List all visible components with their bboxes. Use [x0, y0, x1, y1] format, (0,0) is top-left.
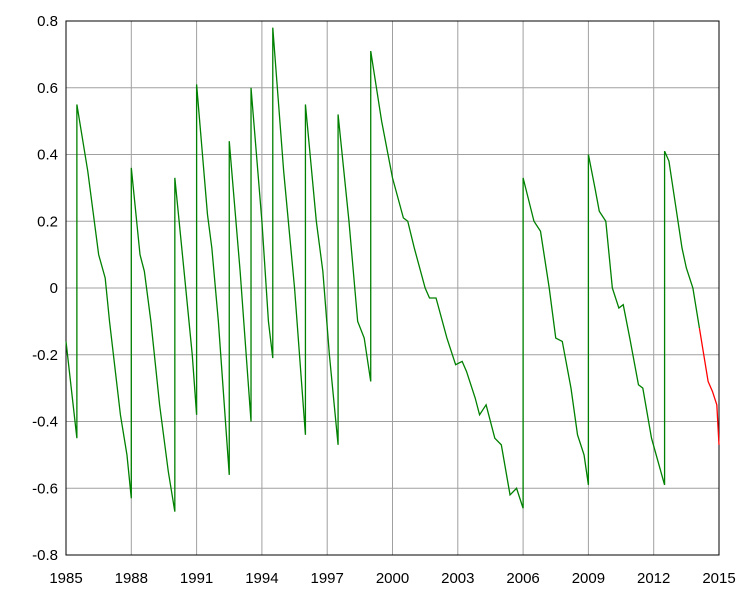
line-series [65, 27, 701, 512]
y-tick-label: 0 [50, 280, 58, 297]
x-tick-label: 2012 [637, 570, 670, 587]
x-tick-label: 1988 [115, 570, 148, 587]
y-tick-label: -0.2 [32, 347, 58, 364]
x-tick-label: 2009 [572, 570, 605, 587]
y-tick-label: -0.4 [32, 414, 58, 431]
y-tick-label: 0.4 [37, 147, 58, 164]
x-tick-label: 2015 [702, 570, 735, 587]
x-tick-label: 1985 [49, 570, 82, 587]
line-series [698, 327, 720, 445]
x-tick-label: 2006 [506, 570, 539, 587]
y-tick-label: 0.2 [37, 213, 58, 230]
y-tick-label: 0.8 [37, 13, 58, 30]
x-tick-label: 2000 [376, 570, 409, 587]
y-tick-label: -0.6 [32, 480, 58, 497]
y-tick-label: 0.6 [37, 80, 58, 97]
x-tick-label: 1997 [311, 570, 344, 587]
x-tick-label: 2003 [441, 570, 474, 587]
x-tick-label: 1991 [180, 570, 213, 587]
plot-frame [65, 20, 720, 556]
y-tick-label: -0.8 [32, 547, 58, 564]
x-tick-label: 1994 [245, 570, 278, 587]
